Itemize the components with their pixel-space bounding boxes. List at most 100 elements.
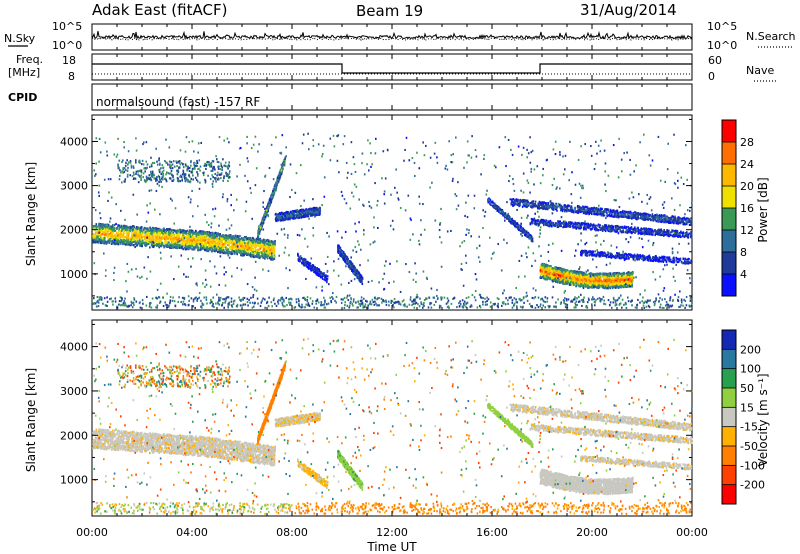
power-cell: [224, 245, 226, 247]
power-cell: [214, 232, 216, 234]
power-cell: [174, 238, 176, 240]
power-cell: [143, 229, 145, 231]
power-cell: [246, 250, 248, 252]
power-cell: [133, 241, 135, 243]
power-cell: [160, 229, 162, 231]
power-cell: [187, 230, 189, 232]
power-cell: [203, 247, 205, 249]
power-cell: [109, 238, 111, 240]
power-cell: [129, 244, 131, 246]
power-cell: [296, 216, 298, 218]
power-cell: [277, 177, 279, 179]
power-cell: [273, 188, 275, 190]
freq-tick-low: 8: [68, 70, 75, 83]
power-cell: [141, 245, 143, 247]
power-cell: [237, 235, 239, 237]
power-cell: [165, 237, 167, 239]
power-cell: [127, 243, 129, 245]
power-cell: [158, 245, 160, 247]
power-cell: [171, 246, 173, 248]
power-cell: [258, 252, 260, 254]
power-cell: [172, 234, 174, 236]
power-cell: [254, 243, 256, 245]
power-cell: [584, 280, 586, 282]
power-cell: [190, 236, 192, 238]
cpid-value: normalsound (fast) -157 RF: [96, 95, 260, 109]
power-cell: [147, 227, 149, 229]
power-cell: [241, 237, 243, 239]
power-cell: [149, 227, 151, 229]
power-cell: [260, 242, 262, 244]
power-cell: [227, 242, 229, 244]
power-cell: [130, 226, 132, 228]
power-cell: [160, 234, 162, 236]
power-cell: [159, 229, 161, 231]
power-cell: [216, 244, 218, 246]
power-cell: [268, 252, 270, 254]
power-cell: [136, 226, 138, 228]
power-cell: [602, 283, 604, 285]
power-cell: [283, 213, 285, 215]
power-cell: [141, 243, 143, 245]
power-cell: [264, 253, 266, 255]
power-cell: [105, 226, 107, 228]
power-cell: [628, 271, 630, 273]
power-cell: [147, 240, 149, 242]
power-cell: [93, 239, 95, 241]
power-cell: [153, 245, 155, 247]
power-cell: [128, 226, 130, 228]
power-cell: [272, 245, 274, 247]
power-cell: [240, 248, 242, 250]
power-cell: [135, 243, 137, 245]
power-cell: [99, 228, 101, 230]
power-cell: [163, 228, 165, 230]
power-cell: [125, 240, 127, 242]
power-cell: [261, 222, 263, 224]
power-cell: [189, 230, 191, 232]
power-cell: [201, 247, 203, 249]
power-cell: [196, 235, 198, 237]
power-cell: [208, 238, 210, 240]
power-cell: [202, 231, 204, 233]
power-cell: [230, 240, 232, 242]
power-cell: [227, 249, 229, 251]
power-cell: [182, 229, 184, 231]
power-cell: [110, 236, 112, 238]
power-cell: [205, 236, 207, 238]
power-cell: [289, 218, 291, 220]
power-cell: [560, 278, 562, 280]
power-cell: [257, 249, 259, 251]
power-cell: [117, 234, 119, 236]
power-cell: [123, 229, 125, 231]
power-cell: [141, 235, 143, 237]
power-cell: [159, 232, 161, 234]
power-cell: [96, 223, 98, 225]
power-cell: [136, 236, 138, 238]
power-cell: [573, 274, 575, 276]
power-cell: [138, 242, 140, 244]
power-cell: [129, 230, 131, 232]
power-cell: [190, 239, 192, 241]
power-cell: [274, 245, 276, 247]
power-cell: [106, 230, 108, 232]
power-cell: [170, 229, 172, 231]
power-cell: [281, 173, 283, 175]
power-cell: [225, 252, 227, 254]
power-cell: [292, 215, 294, 217]
power-cell: [112, 242, 114, 244]
power-cell: [204, 245, 206, 247]
power-cell: [260, 255, 262, 257]
power-cell: [277, 215, 279, 217]
power-cell: [97, 232, 99, 234]
power-cell: [224, 235, 226, 237]
power-cell: [306, 210, 308, 212]
power-cell: [119, 238, 121, 240]
power-cell: [262, 217, 264, 219]
power-cell: [317, 209, 319, 211]
power-cell: [319, 209, 321, 211]
power-cell: [95, 238, 97, 240]
power-cell: [165, 242, 167, 244]
power-cell: [167, 234, 169, 236]
power-cell: [116, 236, 118, 238]
power-cell: [238, 251, 240, 253]
